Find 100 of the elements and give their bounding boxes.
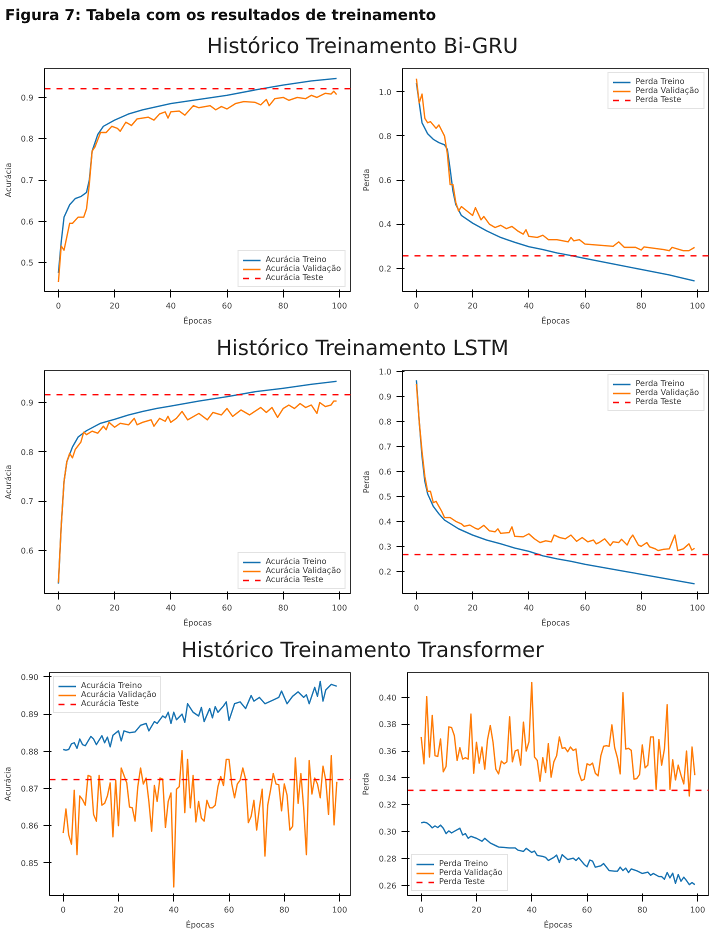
y-tick-label: 0.90 <box>20 672 38 682</box>
x-tick-label: 60 <box>580 604 590 612</box>
x-tick-label: 40 <box>524 302 534 310</box>
x-tick-label: 100 <box>332 604 348 612</box>
y-tick-label: 0.6 <box>20 217 34 226</box>
y-tick-label: 0.3 <box>378 542 392 552</box>
x-tick-label: 0 <box>60 906 66 914</box>
x-axis-title: Épocas <box>183 316 212 326</box>
x-tick-label: 60 <box>222 302 232 310</box>
y-tick-label: 0.6 <box>378 176 392 186</box>
x-tick-label: 20 <box>468 302 478 310</box>
y-tick-label: 0.2 <box>378 567 392 576</box>
y-tick-label: 0.9 <box>20 398 34 408</box>
y-tick-label: 0.8 <box>20 134 34 144</box>
x-tick-label: 60 <box>224 906 234 914</box>
x-tick-label: 40 <box>168 906 179 914</box>
y-tick-label: 0.7 <box>20 176 34 185</box>
line-series <box>420 821 696 886</box>
y-tick-label: 0.34 <box>378 774 396 783</box>
y-tick-label: 0.5 <box>20 258 34 268</box>
line-series <box>62 680 338 751</box>
y-tick-label: 0.28 <box>378 854 396 864</box>
y-tick-label: 0.85 <box>20 858 38 868</box>
y-axis-title: Perda <box>362 772 371 796</box>
y-axis-title: Perda <box>362 168 371 192</box>
x-tick-label: 100 <box>690 906 706 914</box>
x-tick-label: 0 <box>56 302 61 310</box>
x-axis-title: Épocas <box>544 920 572 929</box>
legend-label: Acurácia Treino <box>81 681 142 690</box>
x-tick-label: 20 <box>110 302 120 310</box>
y-tick-label: 0.4 <box>378 517 392 526</box>
legend-label: Perda Treino <box>635 77 685 86</box>
x-tick-label: 0 <box>414 604 419 612</box>
x-tick-label: 60 <box>580 302 590 310</box>
x-axis-title: Épocas <box>186 920 214 929</box>
x-tick-label: 20 <box>468 604 478 612</box>
x-tick-label: 40 <box>526 906 537 914</box>
x-tick-label: 80 <box>279 906 290 914</box>
legend-label: Perda Validação <box>635 388 699 397</box>
legend-label: Perda Validação <box>635 86 699 95</box>
y-axis-title: Acurácia <box>4 766 13 802</box>
y-tick-label: 0.7 <box>20 497 34 506</box>
x-tick-label: 40 <box>524 604 534 612</box>
chart-title: Histórico Treinamento LSTM <box>216 335 509 362</box>
y-tick-label: 0.87 <box>20 784 38 794</box>
x-tick-label: 60 <box>582 906 592 914</box>
y-tick-label: 0.8 <box>378 132 392 141</box>
x-tick-label: 0 <box>414 302 419 310</box>
y-axis-title: Acurácia <box>4 464 13 500</box>
x-tick-label: 40 <box>166 302 176 310</box>
text: Figura 7: Tabela com os resultados de treinamento <box>5 5 436 26</box>
y-tick-label: 0.40 <box>378 693 396 702</box>
x-tick-label: 60 <box>222 604 232 612</box>
x-tick-label: 80 <box>278 604 288 612</box>
y-tick-label: 0.36 <box>378 747 396 756</box>
legend-label: Perda Treino <box>439 859 488 868</box>
x-tick-label: 0 <box>56 604 61 612</box>
y-tick-label: 0.4 <box>378 220 392 230</box>
y-tick-label: 0.38 <box>378 720 396 730</box>
x-axis-title: Épocas <box>183 618 212 628</box>
y-axis-title: Perda <box>362 470 371 494</box>
legend-label: Acurácia Treino <box>266 557 327 566</box>
y-tick-label: 0.6 <box>20 546 34 556</box>
legend-label: Acurácia Teste <box>266 273 324 282</box>
y-tick-label: 1.0 <box>378 368 392 376</box>
x-axis-title: Épocas <box>541 618 570 628</box>
x-tick-label: 80 <box>636 302 646 310</box>
y-tick-label: 0.9 <box>378 392 392 402</box>
y-tick-label: 0.88 <box>20 747 38 756</box>
x-tick-label: 20 <box>113 906 124 914</box>
x-tick-label: 80 <box>637 906 648 914</box>
legend-label: Acurácia Validação <box>266 264 341 273</box>
legend-label: Acurácia Validação <box>81 690 156 699</box>
x-axis-title: Épocas <box>541 316 570 326</box>
x-tick-label: 80 <box>636 604 646 612</box>
y-tick-label: 0.86 <box>20 822 38 831</box>
y-tick-label: 0.30 <box>378 828 396 837</box>
legend-label: Acurácia Validação <box>266 566 341 575</box>
chart-title: Histórico Treinamento Transformer <box>181 637 544 664</box>
y-tick-label: 1.0 <box>378 88 392 97</box>
legend-label: Perda Teste <box>439 877 485 886</box>
legend-label: Perda Teste <box>635 397 682 406</box>
line-series <box>420 682 696 797</box>
y-tick-label: 0.32 <box>378 800 396 810</box>
legend-label: Acurácia Treino <box>266 255 327 264</box>
y-tick-label: 0.8 <box>378 417 392 426</box>
x-tick-label: 100 <box>332 906 348 914</box>
y-tick-label: 0.2 <box>378 264 392 274</box>
x-tick-label: 80 <box>278 302 288 310</box>
legend-label: Perda Teste <box>635 95 682 104</box>
x-tick-label: 20 <box>471 906 482 914</box>
y-axis-title: Acurácia <box>4 162 13 198</box>
x-tick-label: 100 <box>690 604 706 612</box>
y-tick-label: 0.6 <box>378 467 392 476</box>
y-tick-label: 0.89 <box>20 710 38 720</box>
x-tick-label: 20 <box>110 604 120 612</box>
chart-title: Histórico Treinamento Bi-GRU <box>206 33 518 60</box>
x-tick-label: 100 <box>332 302 348 310</box>
legend-label: Acurácia Teste <box>81 699 139 708</box>
legend-label: Acurácia Teste <box>266 575 324 584</box>
